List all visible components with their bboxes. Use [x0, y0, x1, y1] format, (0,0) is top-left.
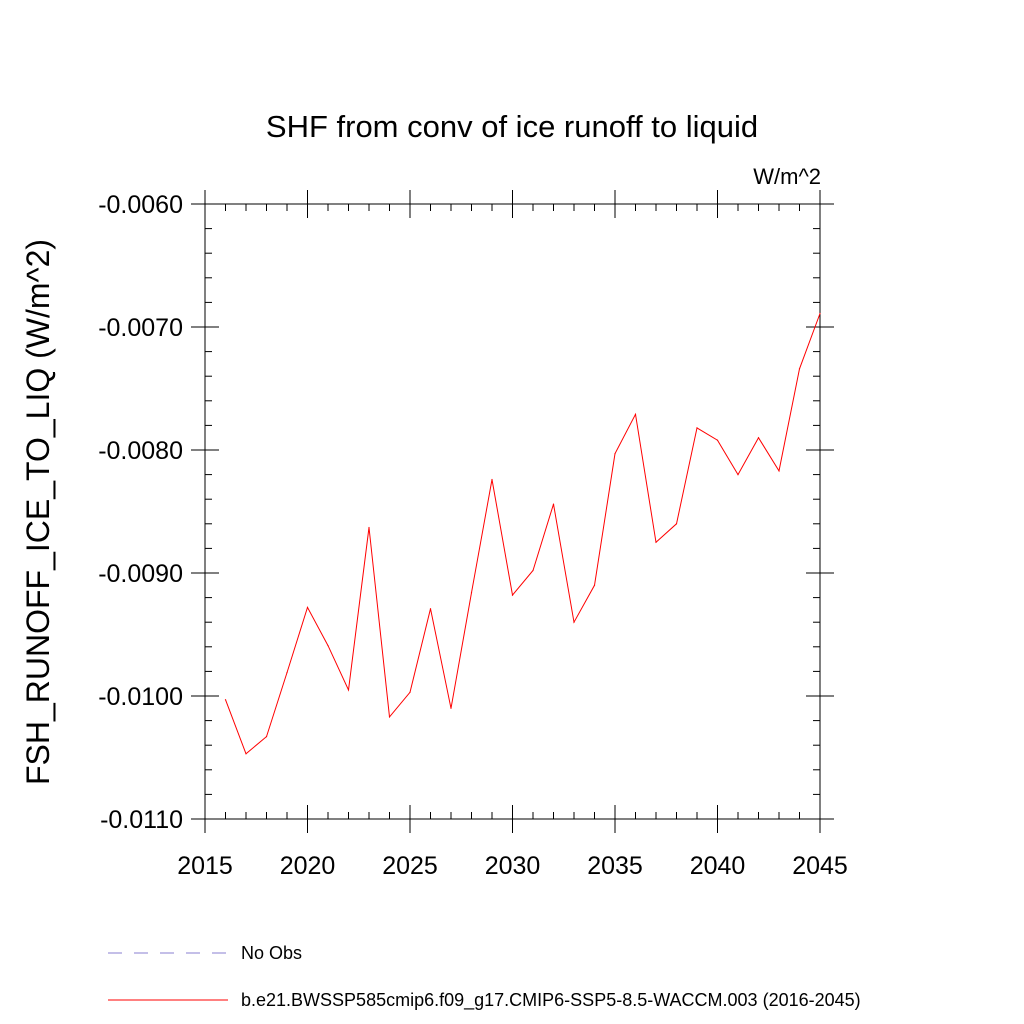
x-tick-label: 2040	[690, 852, 746, 880]
data-point	[409, 691, 411, 693]
legend-label-model-run: b.e21.BWSSP585cmip6.f09_g17.CMIP6-SSP5-8…	[241, 990, 861, 1011]
x-tick-label: 2020	[280, 852, 336, 880]
data-point	[778, 470, 780, 472]
data-point	[429, 608, 432, 610]
data-point	[655, 541, 657, 543]
data-point	[737, 474, 739, 476]
data-point	[327, 645, 329, 647]
x-tick-label: 2045	[792, 852, 848, 880]
data-point	[511, 594, 514, 596]
data-point	[614, 453, 616, 455]
data-point	[757, 437, 760, 439]
plot-frame	[204, 203, 821, 820]
data-point	[306, 606, 309, 609]
data-point	[716, 439, 719, 441]
data-point	[470, 592, 473, 594]
x-tick-label: 2030	[485, 852, 541, 880]
legend-label-no-obs: No Obs	[241, 943, 302, 963]
y-tick-label: -0.0100	[98, 683, 183, 711]
x-axis-ticks: 2015 2020 2025 2030 2035 2040 2045	[177, 190, 848, 880]
y-tick-label: -0.0110	[100, 806, 183, 834]
x-tick-label: 2035	[587, 852, 643, 880]
chart-title: SHF from conv of ice runoff to liquid	[266, 109, 758, 144]
y-tick-label: -0.0060	[98, 191, 183, 219]
data-point	[634, 413, 637, 415]
data-point	[696, 427, 698, 429]
data-point	[593, 584, 596, 586]
x-tick-label: 2025	[382, 852, 438, 880]
data-point	[245, 753, 247, 755]
data-point	[573, 621, 575, 623]
data-point	[532, 569, 534, 572]
y-axis-ticks: -0.0110 -0.0100 -0.0090 -0.0080 -0.0070 -0.00…	[98, 191, 834, 834]
legend: No Obs b.e21.BWSSP585cmip6.f09_g17.CMIP6…	[108, 943, 861, 1011]
y-axis-title: FSH_RUNOFF_ICE_TO_LIQ (W/m^2)	[20, 239, 56, 785]
data-point	[265, 736, 268, 738]
data-point	[368, 526, 370, 529]
data-point	[552, 503, 555, 505]
data-point	[224, 699, 227, 701]
y-tick-label: -0.0090	[98, 560, 183, 588]
data-point	[819, 312, 821, 315]
y-tick-label: -0.0070	[98, 314, 183, 342]
data-point	[388, 716, 391, 718]
series-line	[225, 313, 821, 755]
units-label: W/m^2	[753, 164, 821, 189]
plot-area: 2015 2020 2025 2030 2035 2040 2045 -0.0110-0.0…	[98, 190, 848, 880]
x-tick-label: 2015	[177, 852, 233, 880]
data-point	[491, 478, 493, 481]
data-point	[675, 523, 678, 525]
data-point	[347, 689, 350, 691]
data-point	[286, 672, 288, 674]
data-point	[450, 707, 452, 709]
y-tick-label: -0.0080	[98, 437, 183, 465]
series-layer	[224, 312, 821, 755]
data-point	[798, 368, 801, 370]
